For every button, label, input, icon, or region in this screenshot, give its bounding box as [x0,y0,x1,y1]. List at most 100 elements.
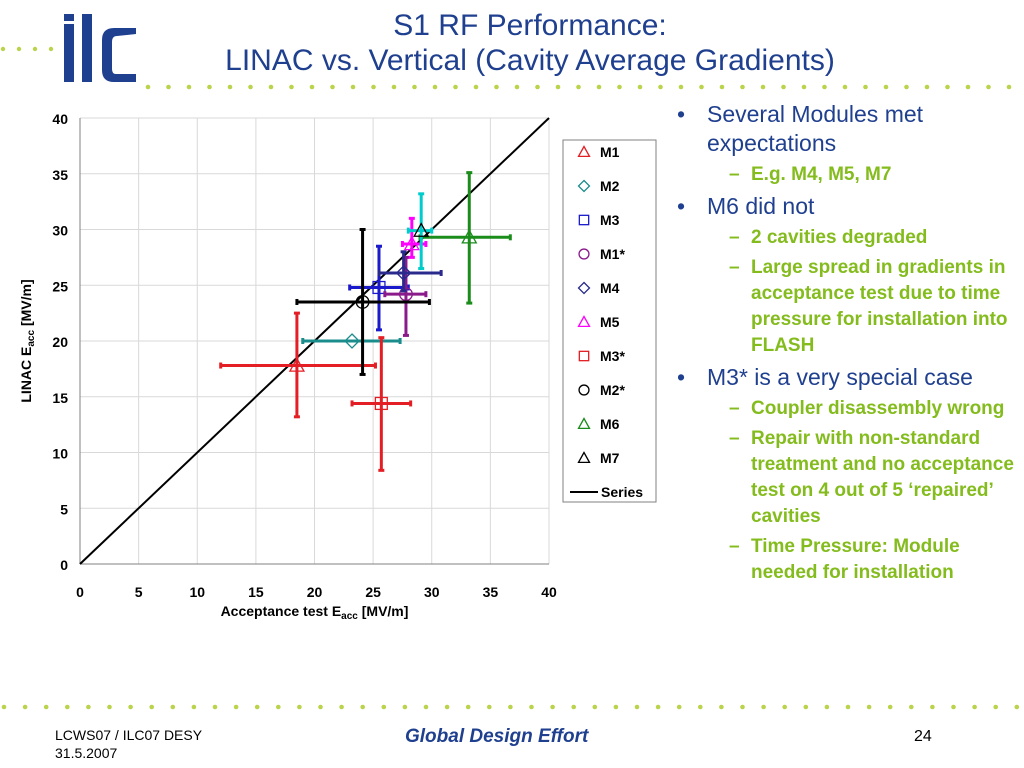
x-tick-label: 35 [483,584,499,600]
legend-label: M6 [600,416,620,432]
bullet-marker: – [729,398,740,419]
point-marker [403,235,420,251]
dot [444,704,450,710]
x-tick-label: 5 [135,584,143,600]
dot [494,84,499,90]
dot [453,84,458,90]
dot [822,84,827,90]
legend-item: M4 [577,280,620,296]
dot [761,704,766,710]
legend-label: Series [601,484,643,500]
sub-bullet-item: – Repair with non-standard treatment and … [665,426,1020,530]
point-marker [288,357,306,372]
slide-title: S1 RF Performance: LINAC vs. Vertical (C… [150,8,910,78]
dot [465,704,471,710]
scatter-chart: 0 5 10 15 20 25 30 35 40 0 5 10 15 20 25 30 35 40 Acceptan… [18,111,657,622]
title-line-1: S1 RF Performance: [393,9,667,42]
legend: M1 M2 M3 M1* M4 M5 M3* M2* M6 M7 Series [562,139,657,503]
y-tick-label: 30 [52,223,68,239]
y-tick-label: 25 [52,278,68,294]
data-point-m6 [418,171,512,305]
bullet-marker: – [729,227,740,248]
dot [863,84,868,90]
dot [166,84,171,90]
legend-marker [578,384,590,396]
dot [986,84,991,90]
legend-label: M1* [600,246,625,262]
dot [993,704,998,710]
bullet-marker: – [729,164,740,185]
y-tick-label: 0 [60,557,68,573]
dot [391,84,397,90]
legend-item: Series [570,484,643,500]
dot [1014,704,1020,710]
dot [824,704,830,710]
dot [248,84,253,90]
legend-marker [578,248,590,260]
dot [576,84,581,90]
dot [909,704,914,710]
dot [550,704,555,710]
legend-marker [577,281,591,295]
dot [360,704,366,710]
bullet-text: 2 cavities degraded [751,227,928,248]
dot [487,704,492,710]
legend-marker [577,417,591,430]
bullet-text: Time Pressure: Module needed for install… [751,536,960,583]
bullet-text: Repair with non-standard treatment and n… [751,428,1014,527]
x-tick-label: 0 [76,584,84,600]
point-marker [344,333,360,349]
legend-box [562,139,657,503]
legend-label: M7 [600,450,620,466]
legend-marker [578,350,590,362]
bullet-marker: – [729,257,740,278]
footer-date: 31.5.2007 [55,745,118,761]
dot [972,704,977,710]
dot [801,84,807,90]
dot [227,84,233,90]
point-marker [413,222,430,237]
dot [43,704,49,710]
dot [782,704,787,710]
dot [617,84,622,90]
bullet-marker: • [677,364,686,390]
bullet-item: • M6 did not [665,192,1020,221]
point-marker [399,287,413,302]
top-left-dot-row [0,46,54,52]
y-tick-label: 20 [52,334,68,350]
dot [233,704,239,710]
dot [170,704,176,710]
legend-marker [577,145,591,158]
dot [596,84,602,90]
dot [412,84,417,90]
dot [904,84,909,90]
x-tick-label: 20 [307,584,323,600]
legend-item: M2* [578,382,625,398]
dot [186,84,192,90]
dot [592,704,598,710]
dot [254,704,260,710]
bullet-marker: • [677,193,686,219]
bullet-text: Several Modules met expectations [707,101,924,156]
page-number: 24 [914,728,932,745]
dot [740,84,745,90]
ilc-logo [64,14,136,82]
legend-label: M2 [600,178,620,194]
legend-marker [578,214,590,226]
dot [1,704,7,710]
dot [699,84,704,90]
dot [678,84,684,90]
data-point-m3-star [350,336,413,472]
footer-event: LCWS07 / ILC07 DESY [55,727,203,743]
title-line-2: LINAC vs. Vertical (Cavity Average Gradi… [225,44,835,77]
footer-center: Global Design Effort [405,726,589,747]
dot [65,704,70,710]
dot [318,704,323,710]
legend-label: M3* [600,348,625,364]
sub-bullet-item: – Coupler disassembly wrong [665,396,1020,422]
dot [1006,84,1012,90]
x-tick-label: 40 [541,584,557,600]
legend-label: M3 [600,212,620,228]
dot [432,84,438,90]
legend-item: M5 [577,314,620,330]
